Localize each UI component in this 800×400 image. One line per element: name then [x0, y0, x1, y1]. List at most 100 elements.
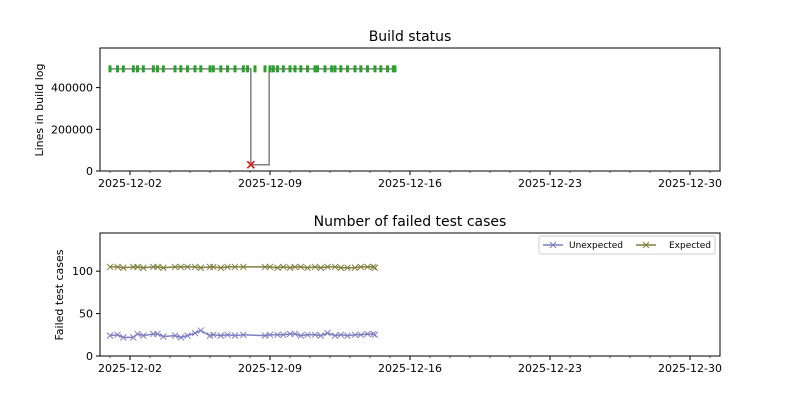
point-expected: [139, 264, 147, 272]
marker-stroke: [297, 332, 305, 339]
point-unexpected: [351, 331, 359, 339]
success-marker: [179, 65, 183, 73]
point-unexpected: [191, 329, 199, 337]
point-expected: [209, 263, 217, 271]
plot-frame: [99, 47, 721, 172]
point-unexpected: [197, 327, 205, 334]
marker-stroke: [217, 264, 225, 272]
success-marker: [226, 65, 229, 73]
success-marker: [353, 65, 357, 73]
success-marker: [136, 65, 139, 73]
marker-stroke: [184, 263, 191, 271]
point-unexpected: [324, 329, 331, 337]
series-markers: [106, 263, 379, 341]
marker-stroke: [134, 330, 141, 338]
point-unexpected: [331, 332, 339, 339]
point-unexpected: [184, 332, 191, 339]
marker-stroke: [134, 263, 141, 271]
success-marker: [173, 65, 177, 73]
chart-title: Build status: [369, 29, 452, 45]
success-marker: [288, 65, 292, 73]
point-expected: [266, 263, 274, 271]
build-status-line: [110, 68, 395, 166]
point-unexpected: [369, 330, 377, 338]
success-marker: [241, 65, 245, 73]
success-marker: [339, 65, 343, 73]
marker-stroke: [197, 264, 205, 272]
marker-stroke: [344, 264, 351, 272]
point-expected: [311, 263, 319, 271]
marker-stroke: [261, 332, 269, 339]
point-expected: [297, 263, 305, 271]
marker-stroke: [224, 331, 231, 339]
point-expected: [134, 263, 141, 271]
point-expected: [197, 264, 205, 272]
success-marker: [246, 65, 249, 73]
marker-stroke: [297, 263, 305, 271]
legend-swatch-marker: [549, 241, 557, 249]
point-unexpected: [134, 330, 141, 338]
marker-stroke: [261, 263, 269, 271]
point-unexpected: [266, 331, 274, 339]
marker-stroke: [231, 263, 239, 271]
point-unexpected: [139, 332, 147, 339]
series-markers: [108, 65, 397, 169]
point-unexpected: [311, 331, 319, 339]
point-unexpected: [114, 331, 121, 339]
point-unexpected: [159, 333, 167, 340]
marker-stroke: [184, 332, 191, 339]
point-expected: [106, 263, 114, 271]
point-unexpected: [119, 333, 127, 341]
marker-stroke: [114, 263, 121, 271]
point-expected: [177, 263, 185, 271]
success-marker: [276, 65, 279, 73]
x-tick-label: 2025-12-30: [658, 362, 722, 375]
marker-stroke: [171, 263, 179, 271]
marker-stroke: [266, 331, 274, 339]
point-expected: [337, 264, 345, 272]
success-marker: [233, 65, 237, 73]
x-tick-label: 2025-12-23: [518, 177, 582, 190]
point-unexpected: [177, 333, 185, 341]
success-marker: [131, 65, 135, 73]
marker-stroke: [177, 333, 185, 341]
point-expected: [331, 263, 339, 271]
x-axis-ticks: 2025-12-02 2025-12-09 2025-12-16 2025-12-23…: [98, 171, 722, 190]
marker-stroke: [129, 333, 137, 341]
marker-stroke: [119, 264, 127, 272]
y-tick-label: 200000: [51, 123, 93, 136]
x-tick-label: 2025-12-23: [518, 362, 582, 375]
marker-stroke: [311, 263, 319, 271]
marker-stroke: [197, 327, 205, 334]
point-expected: [279, 263, 287, 271]
x-tick-label: 2025-12-02: [98, 177, 162, 190]
success-marker: [373, 65, 377, 73]
point-expected: [304, 264, 311, 272]
marker-stroke: [317, 264, 325, 272]
success-marker: [253, 65, 257, 73]
success-marker: [268, 65, 272, 73]
point-expected: [224, 263, 231, 271]
legend-swatch-marker: [642, 241, 650, 249]
point-expected: [291, 263, 299, 271]
marker-stroke: [291, 263, 299, 271]
marker-stroke: [224, 263, 231, 271]
marker-stroke: [159, 333, 167, 340]
point-expected: [364, 263, 371, 271]
marker-stroke: [344, 332, 351, 339]
x-tick-label: 2025-12-02: [98, 362, 162, 375]
point-expected: [114, 263, 121, 271]
marker-stroke: [106, 332, 114, 339]
marker-stroke: [304, 331, 311, 339]
point-expected: [239, 263, 247, 271]
legend-box: [538, 235, 716, 255]
success-marker: [386, 65, 389, 73]
x-tick-label: 2025-12-09: [238, 362, 302, 375]
point-unexpected: [171, 332, 179, 339]
legend: Unexpected Expected: [538, 235, 716, 255]
point-expected: [371, 264, 379, 272]
success-marker: [199, 65, 203, 73]
marker-stroke: [154, 263, 161, 271]
marker-stroke: [371, 264, 379, 272]
marker-stroke: [369, 330, 377, 338]
